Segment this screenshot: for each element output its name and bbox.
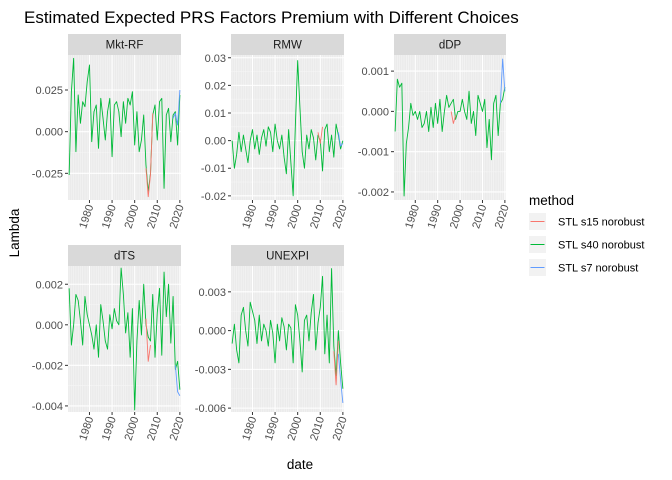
y-tick-label: -0.006 [195, 403, 226, 415]
panel-rmw: RMW -0.02 -0.01 0.00 0.01 0.02 0.03 1980 1990 200… [201, 34, 350, 230]
x-tick-label: 2000 [286, 203, 305, 230]
y-tick-label: -0.001 [358, 147, 389, 159]
y-tick-label: -0.002 [358, 187, 389, 199]
y-tick-label: 0.000 [35, 320, 63, 332]
series-line-stl-s40-norobust [68, 267, 181, 411]
series-line-stl-s40-norobust [231, 268, 344, 389]
x-tick-label: 1980 [403, 203, 422, 230]
facet-strip [231, 34, 344, 55]
x-tick-label: 2010 [308, 415, 327, 442]
x-tick-label: 1980 [77, 203, 96, 230]
x-axis-title: date [287, 457, 313, 472]
x-tick-label: 1990 [426, 203, 445, 230]
x-tick-label: 1990 [100, 415, 119, 442]
legend-item-stl-s15-norobust: STL s15 norobust [529, 213, 644, 230]
panel-dts: dTS -0.004 -0.002 0.000 0.002 1980 1990 2000 201… [32, 245, 187, 442]
x-tick-label: 2000 [286, 415, 305, 442]
y-tick-label: 0.000 [198, 326, 226, 338]
series-line-stl-s7-norobust [337, 132, 344, 147]
x-tick-label: 2020 [331, 203, 350, 230]
series-line-stl-s7-norobust [499, 58, 506, 104]
facet-strip [68, 245, 181, 266]
y-tick-label: 0.001 [361, 66, 389, 78]
facet-strip-label: UNEXPI [266, 251, 309, 263]
x-tick-label: 2010 [145, 415, 164, 442]
y-tick-label: 0.01 [205, 108, 226, 120]
chart-title: Estimated Expected PRS Factors Premium w… [24, 8, 519, 27]
x-tick-label: 2020 [331, 415, 350, 442]
facet-strip-label: Mkt-RF [106, 40, 144, 52]
x-tick-label: 2010 [145, 203, 164, 230]
legend-label: STL s7 norobust [558, 263, 638, 275]
y-tick-label: 0.000 [361, 106, 389, 118]
y-tick-label: 0.02 [205, 80, 226, 92]
legend-label: STL s15 norobust [558, 217, 644, 229]
x-tick-label: 2010 [308, 203, 327, 230]
x-tick-label: 1980 [240, 203, 259, 230]
x-tick-label: 1990 [263, 415, 282, 442]
y-tick-label: -0.003 [195, 364, 226, 376]
x-tick-label: 2000 [123, 203, 142, 230]
facet-strip [68, 34, 181, 55]
panel-unexpi: UNEXPI -0.006 -0.003 0.000 0.003 1980 1990 2000… [195, 245, 350, 442]
series-line-stl-s15-norobust [317, 126, 323, 144]
panel-background [394, 55, 506, 200]
x-tick-label: 2020 [168, 203, 187, 230]
facet-strip [231, 245, 344, 266]
legend-item-stl-s7-norobust: STL s7 norobust [529, 259, 638, 276]
series-line-stl-s15-norobust [145, 113, 154, 198]
x-tick-label: 2000 [123, 415, 142, 442]
panel-mkt-rf: Mkt-RF -0.025 0.000 0.025 1980 1990 2000 2010 20… [32, 34, 187, 230]
series-line-stl-s7-norobust [337, 353, 344, 404]
y-tick-label: 0.025 [35, 85, 63, 97]
y-tick-label: -0.002 [32, 360, 63, 372]
y-tick-label: -0.02 [201, 191, 226, 203]
series-line-stl-s15-norobust [333, 340, 339, 386]
y-tick-label: -0.004 [32, 401, 63, 413]
legend: method STL s15 norobust STL s40 norobust S… [529, 193, 644, 276]
legend-label: STL s40 norobust [558, 240, 644, 252]
series-line-stl-s15-norobust [450, 111, 457, 124]
legend-title: method [529, 193, 574, 208]
series-line-stl-s15-norobust [145, 318, 151, 362]
y-tick-label: -0.01 [201, 163, 226, 175]
series-line-stl-s40-norobust [394, 78, 506, 197]
x-tick-label: 2010 [470, 203, 489, 230]
y-tick-label: 0.03 [205, 53, 226, 65]
y-tick-label: 0.00 [205, 136, 226, 148]
facet-strip-label: dTS [114, 251, 135, 263]
facet-strip [394, 34, 506, 55]
facet-strip-label: RMW [273, 40, 302, 52]
series-line-stl-s40-norobust [68, 57, 181, 193]
x-tick-label: 2000 [448, 203, 467, 230]
x-tick-label: 1990 [100, 203, 119, 230]
x-tick-label: 1990 [263, 203, 282, 230]
y-tick-label: -0.025 [32, 168, 63, 180]
y-axis-title: Lambda [7, 208, 22, 257]
x-tick-label: 1980 [240, 415, 259, 442]
series-line-stl-s7-norobust [174, 365, 181, 396]
x-tick-label: 2020 [493, 203, 512, 230]
y-tick-label: 0.003 [198, 287, 226, 299]
series-line-stl-s7-norobust [172, 89, 181, 126]
legend-item-stl-s40-norobust: STL s40 norobust [529, 236, 644, 253]
facet-strip-label: dDP [439, 40, 462, 52]
series-line-stl-s40-norobust [231, 60, 344, 197]
x-tick-label: 2020 [168, 415, 187, 442]
panel-ddp: dDP -0.002 -0.001 0.000 0.001 1980 1990 2000 201… [358, 34, 512, 230]
y-tick-label: 0.002 [35, 279, 63, 291]
x-tick-label: 1980 [77, 415, 96, 442]
y-tick-label: 0.000 [35, 127, 63, 139]
